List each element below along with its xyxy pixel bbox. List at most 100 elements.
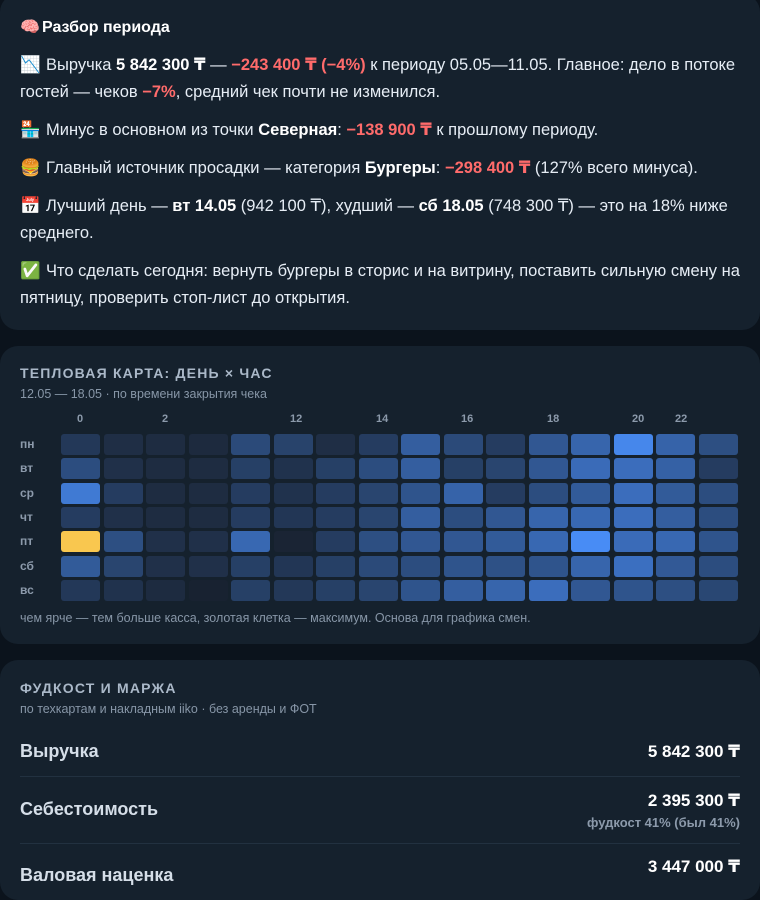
heatmap-cell [528, 531, 568, 553]
heatmap-cell [358, 579, 398, 601]
heatmap-cell [273, 482, 313, 504]
checks-delta: −7% [142, 83, 176, 101]
heatmap-cell [571, 579, 610, 601]
heatmap-cell [103, 531, 143, 553]
heatmap-cell [103, 434, 143, 455]
text: Главный источник просадки — категория [46, 159, 365, 177]
heatmap-cell [656, 531, 695, 553]
heatmap-cell [103, 555, 143, 577]
heatmap-cell [231, 531, 270, 553]
heatmap-cell [188, 579, 228, 601]
heatmap-cell [61, 482, 100, 504]
heatmap-cell [316, 434, 355, 455]
heatmap-title: ТЕПЛОВАЯ КАРТА: ДЕНЬ × ЧАС [20, 365, 273, 381]
heatmap-cell [401, 434, 440, 455]
heatmap-cell [358, 506, 398, 528]
point-summary: 🏪 Минус в основном из точки Северная: −13… [20, 117, 740, 144]
heatmap-cell [571, 531, 610, 553]
heatmap-cell [316, 506, 355, 528]
heatmap-cell [316, 579, 355, 601]
heatmap-day-label: вс [20, 582, 34, 597]
heatmap-cell [443, 579, 483, 601]
heatmap-cell [273, 506, 313, 528]
text: (748 300 ₸) — это на 18% ниже среднего. [20, 197, 728, 242]
heatmap-cell [401, 531, 440, 553]
text: к периоду 05.05—11.05. Главное: дело в п… [20, 56, 736, 101]
action-summary: ✅ Что сделать сегодня: вернуть бургеры в … [20, 258, 740, 312]
heatmap-footnote: чем ярче — тем больше касса, золотая кле… [20, 611, 531, 625]
text: — [205, 56, 232, 74]
revenue-delta: −243 400 ₸ (−4%) [231, 56, 366, 74]
divider [20, 776, 740, 777]
heatmap-cell [656, 506, 695, 528]
heatmap-cell [231, 555, 270, 577]
heatmap-cell [146, 458, 185, 480]
heatmap-cell [273, 555, 313, 577]
heatmap-cell [613, 579, 653, 601]
heatmap-cell [61, 531, 100, 553]
analysis-card: 🧠 Разбор периода 📉 Выручка 5 842 300 ₸ — −… [0, 0, 760, 330]
heatmap-cell [571, 555, 610, 577]
heatmap-hour-label: 2 [162, 413, 169, 425]
text: Лучший день — [46, 197, 173, 215]
heatmap-cell [146, 579, 185, 601]
heatmap-subtitle: 12.05 — 18.05 · по времени закрытия чека [20, 387, 267, 401]
foodcost-note: фудкост 41% (был 41%) [587, 815, 740, 830]
heatmap-cell [443, 458, 483, 480]
category-delta: −298 400 ₸ [444, 159, 531, 177]
heatmap-cell [188, 458, 228, 480]
heatmap-cell [486, 531, 525, 553]
heatmap-cell [231, 482, 270, 504]
revenue-row-value: 5 842 300 ₸ [647, 742, 740, 761]
text: к прошлому периоду. [431, 121, 599, 139]
text: (942 100 ₸), худший — [236, 197, 419, 215]
heatmap-cell [401, 579, 440, 601]
heatmap-cell [571, 434, 610, 455]
heatmap-cell [613, 458, 653, 480]
category-summary: 🍔 Главный источник просадки — категория Б… [20, 155, 740, 182]
heatmap-cell [146, 506, 185, 528]
heatmap-cell [443, 531, 483, 553]
heatmap-cell [316, 531, 355, 553]
heatmap-cell [103, 458, 143, 480]
heatmap-cell [358, 482, 398, 504]
margin-row-label: Валовая наценка [20, 865, 174, 885]
heatmap-cell [698, 482, 738, 504]
burger-icon: 🍔 [20, 159, 41, 177]
heatmap-day-label: сб [20, 558, 34, 573]
heatmap-cell [486, 434, 525, 455]
heatmap-cell [146, 482, 185, 504]
calendar-icon: 📅 [20, 197, 41, 215]
heatmap-cell [188, 434, 228, 455]
heatmap-cell [316, 458, 355, 480]
heatmap-cell [656, 434, 695, 455]
heatmap-hour-label: 0 [77, 413, 84, 425]
heatmap-hour-label: 18 [547, 413, 560, 425]
heatmap-cell [61, 434, 100, 455]
text: (127% всего минуса). [530, 159, 698, 177]
heatmap-cell [188, 555, 228, 577]
heatmap-cell [273, 434, 313, 455]
heatmap-cell [316, 555, 355, 577]
heatmap-cell [188, 506, 228, 528]
category-name: Бургеры [364, 159, 436, 177]
heatmap-cell [486, 579, 525, 601]
heatmap-cell [103, 482, 143, 504]
heatmap-cell [613, 555, 653, 577]
heatmap-cell [273, 531, 313, 553]
heatmap-cell [358, 434, 398, 455]
point-name: Северная [258, 121, 338, 139]
heatmap-hour-label: 22 [675, 413, 688, 425]
heatmap-cell [401, 555, 440, 577]
heatmap-cell [231, 506, 270, 528]
heatmap-cell [698, 555, 738, 577]
heatmap-cell [358, 458, 398, 480]
heatmap-cell [613, 482, 653, 504]
heatmap-card: ТЕПЛОВАЯ КАРТА: ДЕНЬ × ЧАС 12.05 — 18.05… [0, 346, 760, 644]
foodcost-subtitle: по техкартам и накладным iiko · без арен… [20, 702, 317, 716]
heatmap-cell [443, 506, 483, 528]
heatmap-cell [528, 555, 568, 577]
foodcost-card: ФУДКОСТ И МАРЖА по техкартам и накладным… [0, 660, 760, 900]
heatmap-cell [443, 555, 483, 577]
text: , средний чек почти не изменился. [175, 83, 441, 101]
